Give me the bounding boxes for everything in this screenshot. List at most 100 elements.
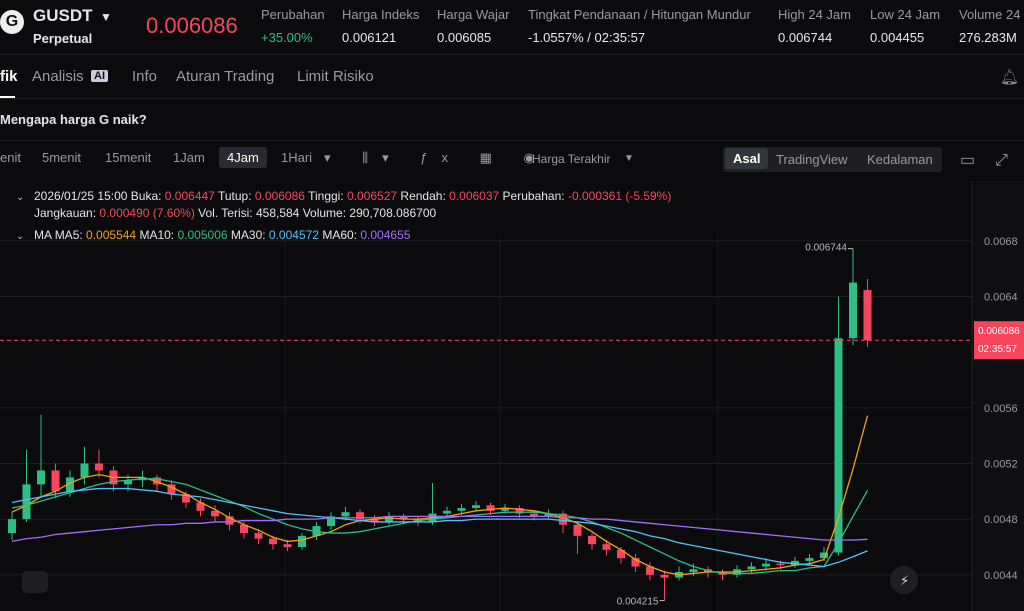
info-item: Buka:: [131, 189, 162, 203]
symbol[interactable]: GUSDT: [33, 6, 93, 25]
view-active[interactable]: Asal: [725, 148, 769, 169]
legend-value: 0.004572: [269, 228, 319, 242]
candle-body: [182, 494, 190, 503]
info-item: 2026/01/25 15:00: [34, 189, 128, 203]
info-item: 290,708.086700: [349, 206, 436, 220]
candle-body: [486, 505, 495, 511]
chart: 0.0044 0.0048 0.0052 0.0056 0.0064 0.0068 0.00…: [0, 181, 1024, 611]
y-tick-label: 0.0056: [984, 403, 1018, 415]
layout-icons[interactable]: ▭⤢: [960, 152, 1024, 169]
candle-body: [225, 516, 234, 525]
candle-body: [820, 552, 828, 559]
bell[interactable]: 🔔︎: [1000, 69, 1020, 86]
candle-body: [457, 508, 466, 511]
info-item: 0.006086: [255, 189, 305, 203]
view[interactable]: TradingView: [776, 152, 848, 167]
tab[interactable]: Analisis: [32, 68, 84, 85]
candle-body: [312, 526, 321, 536]
price-type[interactable]: Harga Terakhir: [532, 152, 611, 166]
interval[interactable]: 1Hari: [281, 150, 313, 165]
stat-label: High 24 Jam: [778, 7, 851, 22]
info-item: Vol. Terisi:: [198, 206, 252, 220]
candle-body: [240, 524, 248, 534]
view[interactable]: Kedalaman: [867, 152, 933, 167]
contract-type: Perpetual: [33, 31, 93, 46]
candle-body: [269, 538, 277, 545]
ma-line: [11, 415, 869, 576]
tab[interactable]: Limit Risiko: [297, 68, 374, 85]
candle-body: [501, 508, 509, 511]
candle-body: [689, 569, 698, 573]
min-label: 0.004215: [617, 597, 659, 608]
tab-underline: [0, 96, 15, 98]
top-bar: [0, 0, 1024, 55]
logo: G: [0, 10, 24, 34]
info-row: Jangkauan: 0.000490 (7.60%) Vol. Terisi:…: [34, 206, 436, 220]
interval[interactable]: enit: [0, 150, 21, 165]
last-price: 0.006086: [146, 13, 238, 38]
interval[interactable]: 15menit: [105, 150, 152, 165]
tab[interactable]: Info: [132, 68, 158, 85]
candle-body: [660, 574, 669, 578]
candle-body: [776, 563, 785, 566]
y-tick-label: 0.0052: [984, 458, 1018, 470]
interval-active[interactable]: 4Jam: [219, 147, 267, 168]
stat-value: 0.006744: [778, 30, 833, 45]
question[interactable]: Mengapa harga G naik?: [0, 112, 147, 127]
stat-label: Harga Indeks: [342, 7, 420, 22]
candle-body: [80, 463, 89, 478]
candle-body: [327, 516, 335, 527]
candle-body: [196, 502, 205, 511]
legend-value: 0.004655: [360, 228, 410, 242]
info-row: 2026/01/25 15:00 Buka: 0.006447 Tutup: 0…: [34, 189, 671, 203]
ma-label: MA: [34, 228, 52, 242]
stat-value: 276.283M: [959, 30, 1017, 45]
ma-line: [11, 478, 869, 575]
candle-body: [588, 535, 596, 545]
info-item: Perubahan:: [503, 189, 565, 203]
tab-active[interactable]: fik: [0, 68, 18, 85]
candle-body: [530, 513, 538, 517]
stat-label: Harga Wajar: [437, 7, 510, 22]
info-item: 458,584: [256, 206, 300, 220]
candle-body: [341, 512, 350, 517]
max-label: 0.006744: [805, 243, 847, 254]
candle-body: [298, 535, 306, 547]
price-tag-value: 0.006086: [978, 326, 1020, 337]
candle-body: [153, 477, 161, 485]
ma-line: [11, 487, 868, 568]
interval[interactable]: 1Jam: [173, 150, 205, 165]
stat-label: Low 24 Jam: [870, 7, 941, 22]
candle-body: [167, 484, 176, 495]
candle-body: [8, 519, 16, 534]
candle-body: [51, 470, 60, 492]
y-tick-label: 0.0064: [984, 292, 1018, 304]
stat-label: Volume 24: [959, 7, 1021, 22]
candle-body: [254, 533, 263, 539]
legend-name: MA30:: [231, 228, 266, 242]
tab[interactable]: AI: [91, 70, 108, 82]
tab[interactable]: Aturan Trading: [176, 68, 275, 85]
info-item: Tutup:: [218, 189, 252, 203]
candle-body: [559, 513, 567, 525]
stat-label: Perubahan: [261, 7, 325, 22]
candle-body: [370, 519, 379, 522]
candle-body: [631, 558, 640, 567]
info-item: 0.000490 (7.60%): [99, 206, 194, 220]
y-tick-label: 0.0068: [984, 236, 1018, 248]
icons[interactable]: ▾ ⫼▾ ƒx ▦ ◉: [324, 150, 549, 165]
interval[interactable]: 5menit: [42, 150, 82, 165]
info-item: Rendah:: [400, 189, 445, 203]
y-tick-label: 0.0044: [984, 570, 1018, 582]
dropdown-arrow[interactable]: ▼: [100, 10, 112, 24]
stat-value: 0.004455: [870, 30, 925, 45]
legend-name: MA5:: [55, 228, 83, 242]
price-tag: [974, 321, 1024, 360]
info-item: 0.006447: [165, 189, 215, 203]
candle-body: [385, 516, 393, 522]
candle-body: [211, 510, 219, 517]
flash-icon: ⚡︎: [900, 573, 909, 588]
candle-body: [515, 508, 524, 514]
divider: [0, 98, 1024, 99]
